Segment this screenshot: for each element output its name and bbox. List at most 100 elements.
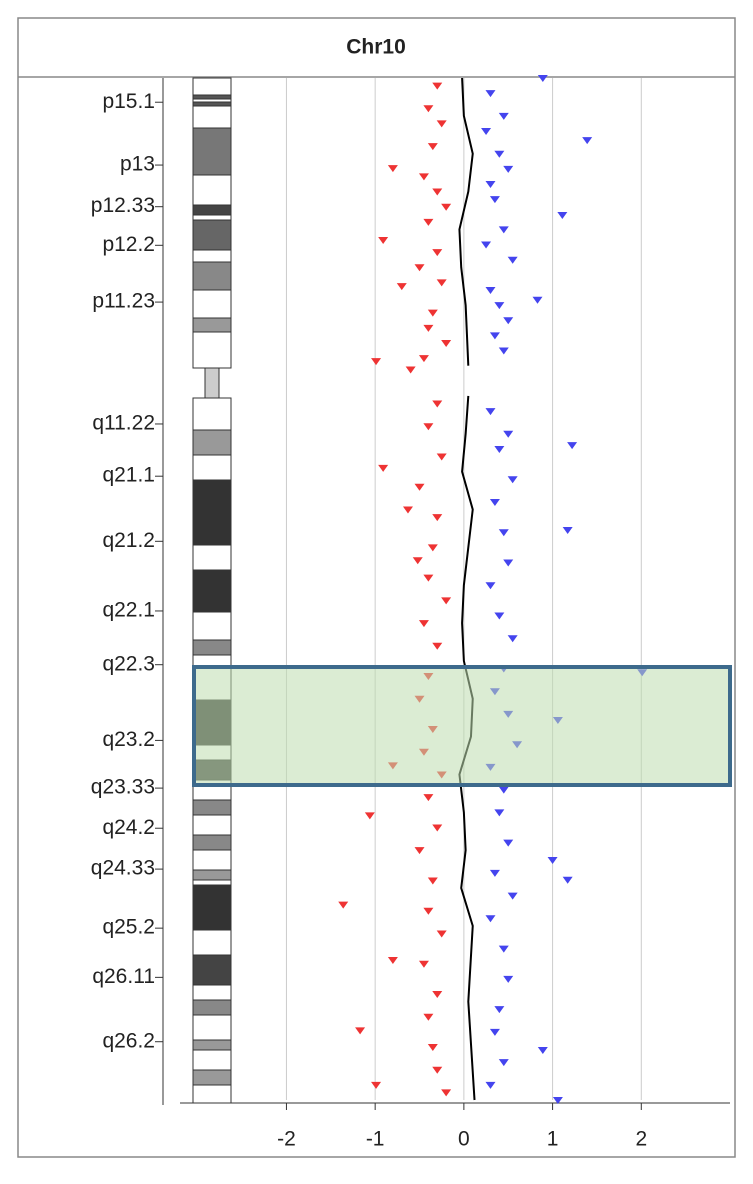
- data-point: [485, 1081, 496, 1089]
- data-point: [547, 857, 558, 865]
- data-point: [418, 173, 429, 181]
- x-tick-label: 1: [547, 1128, 559, 1151]
- data-point: [582, 137, 593, 145]
- data-point: [507, 256, 518, 264]
- data-point: [427, 143, 438, 151]
- data-point: [507, 635, 518, 643]
- data-point: [396, 283, 407, 291]
- data-point: [432, 642, 443, 650]
- data-point: [537, 75, 548, 82]
- highlight-region: [192, 665, 732, 787]
- data-point: [562, 876, 573, 884]
- data-point: [427, 877, 438, 885]
- data-point: [432, 1066, 443, 1074]
- data-point: [485, 915, 496, 923]
- x-tick-label: -2: [277, 1128, 296, 1151]
- data-point: [436, 120, 447, 128]
- data-point: [423, 574, 434, 582]
- data-point: [427, 309, 438, 317]
- data-point: [414, 264, 425, 272]
- data-point: [387, 165, 398, 173]
- y-tick-label: q22.3: [102, 652, 155, 675]
- data-point: [481, 127, 492, 135]
- data-point: [355, 1027, 366, 1035]
- data-point: [432, 514, 443, 522]
- data-point: [494, 809, 505, 817]
- data-point: [414, 483, 425, 491]
- data-point: [494, 612, 505, 620]
- data-point: [427, 544, 438, 552]
- data-point: [481, 241, 492, 249]
- data-point: [418, 620, 429, 628]
- y-tick-label: p12.33: [91, 194, 155, 217]
- data-point: [427, 1044, 438, 1052]
- data-point: [412, 557, 423, 565]
- data-point: [507, 476, 518, 484]
- data-point: [503, 975, 514, 983]
- ideogram: [192, 77, 232, 1104]
- data-point: [432, 188, 443, 196]
- data-point: [432, 249, 443, 257]
- chart-title: Chr10: [346, 36, 406, 59]
- data-point: [423, 1013, 434, 1021]
- data-point: [387, 956, 398, 964]
- data-point: [423, 907, 434, 915]
- data-point: [371, 358, 382, 366]
- y-tick-label: q26.2: [102, 1029, 155, 1052]
- x-tick-label: 2: [635, 1128, 647, 1151]
- data-point: [378, 464, 389, 472]
- y-tick-label: p15.1: [102, 90, 155, 113]
- data-point: [537, 1047, 548, 1055]
- data-point: [485, 180, 496, 188]
- data-point: [418, 355, 429, 363]
- y-tick-label: q21.1: [102, 464, 155, 487]
- y-tick-label: q24.33: [91, 857, 155, 880]
- y-tick-label: q24.2: [102, 816, 155, 839]
- data-point: [503, 559, 514, 567]
- data-point: [489, 196, 500, 204]
- y-tick-label: p12.2: [102, 233, 155, 256]
- data-point: [338, 901, 349, 909]
- data-point: [441, 1089, 452, 1097]
- y-tick-label: q26.11: [92, 965, 155, 988]
- data-point: [498, 112, 509, 120]
- data-point: [503, 430, 514, 438]
- y-tick-label: p13: [120, 153, 155, 176]
- data-point: [414, 847, 425, 855]
- data-point: [432, 991, 443, 999]
- y-tick-label: q21.2: [102, 529, 155, 552]
- data-point: [405, 366, 416, 374]
- data-point: [423, 794, 434, 802]
- data-point: [423, 324, 434, 332]
- data-point: [498, 529, 509, 537]
- data-point: [432, 824, 443, 832]
- y-tick-label: q25.2: [102, 916, 155, 939]
- data-point: [532, 296, 543, 304]
- data-point: [436, 930, 447, 938]
- data-point: [371, 1081, 382, 1089]
- data-point: [378, 237, 389, 245]
- x-tick-label: -1: [366, 1128, 385, 1151]
- data-point: [364, 812, 375, 820]
- data-point: [423, 218, 434, 226]
- data-point: [494, 445, 505, 453]
- data-point: [494, 302, 505, 310]
- data-point: [489, 869, 500, 877]
- data-point: [423, 423, 434, 431]
- points: [338, 75, 648, 1104]
- data-point: [436, 453, 447, 461]
- data-point: [432, 82, 443, 90]
- data-point: [567, 442, 578, 450]
- data-point: [562, 526, 573, 534]
- y-tick-label: q23.33: [91, 776, 155, 799]
- data-point: [441, 597, 452, 605]
- data-point: [402, 506, 413, 514]
- data-point: [423, 105, 434, 113]
- data-point: [494, 150, 505, 158]
- y-tick-label: p11.23: [92, 290, 155, 313]
- data-point: [441, 339, 452, 347]
- data-point: [489, 332, 500, 340]
- data-point: [503, 839, 514, 847]
